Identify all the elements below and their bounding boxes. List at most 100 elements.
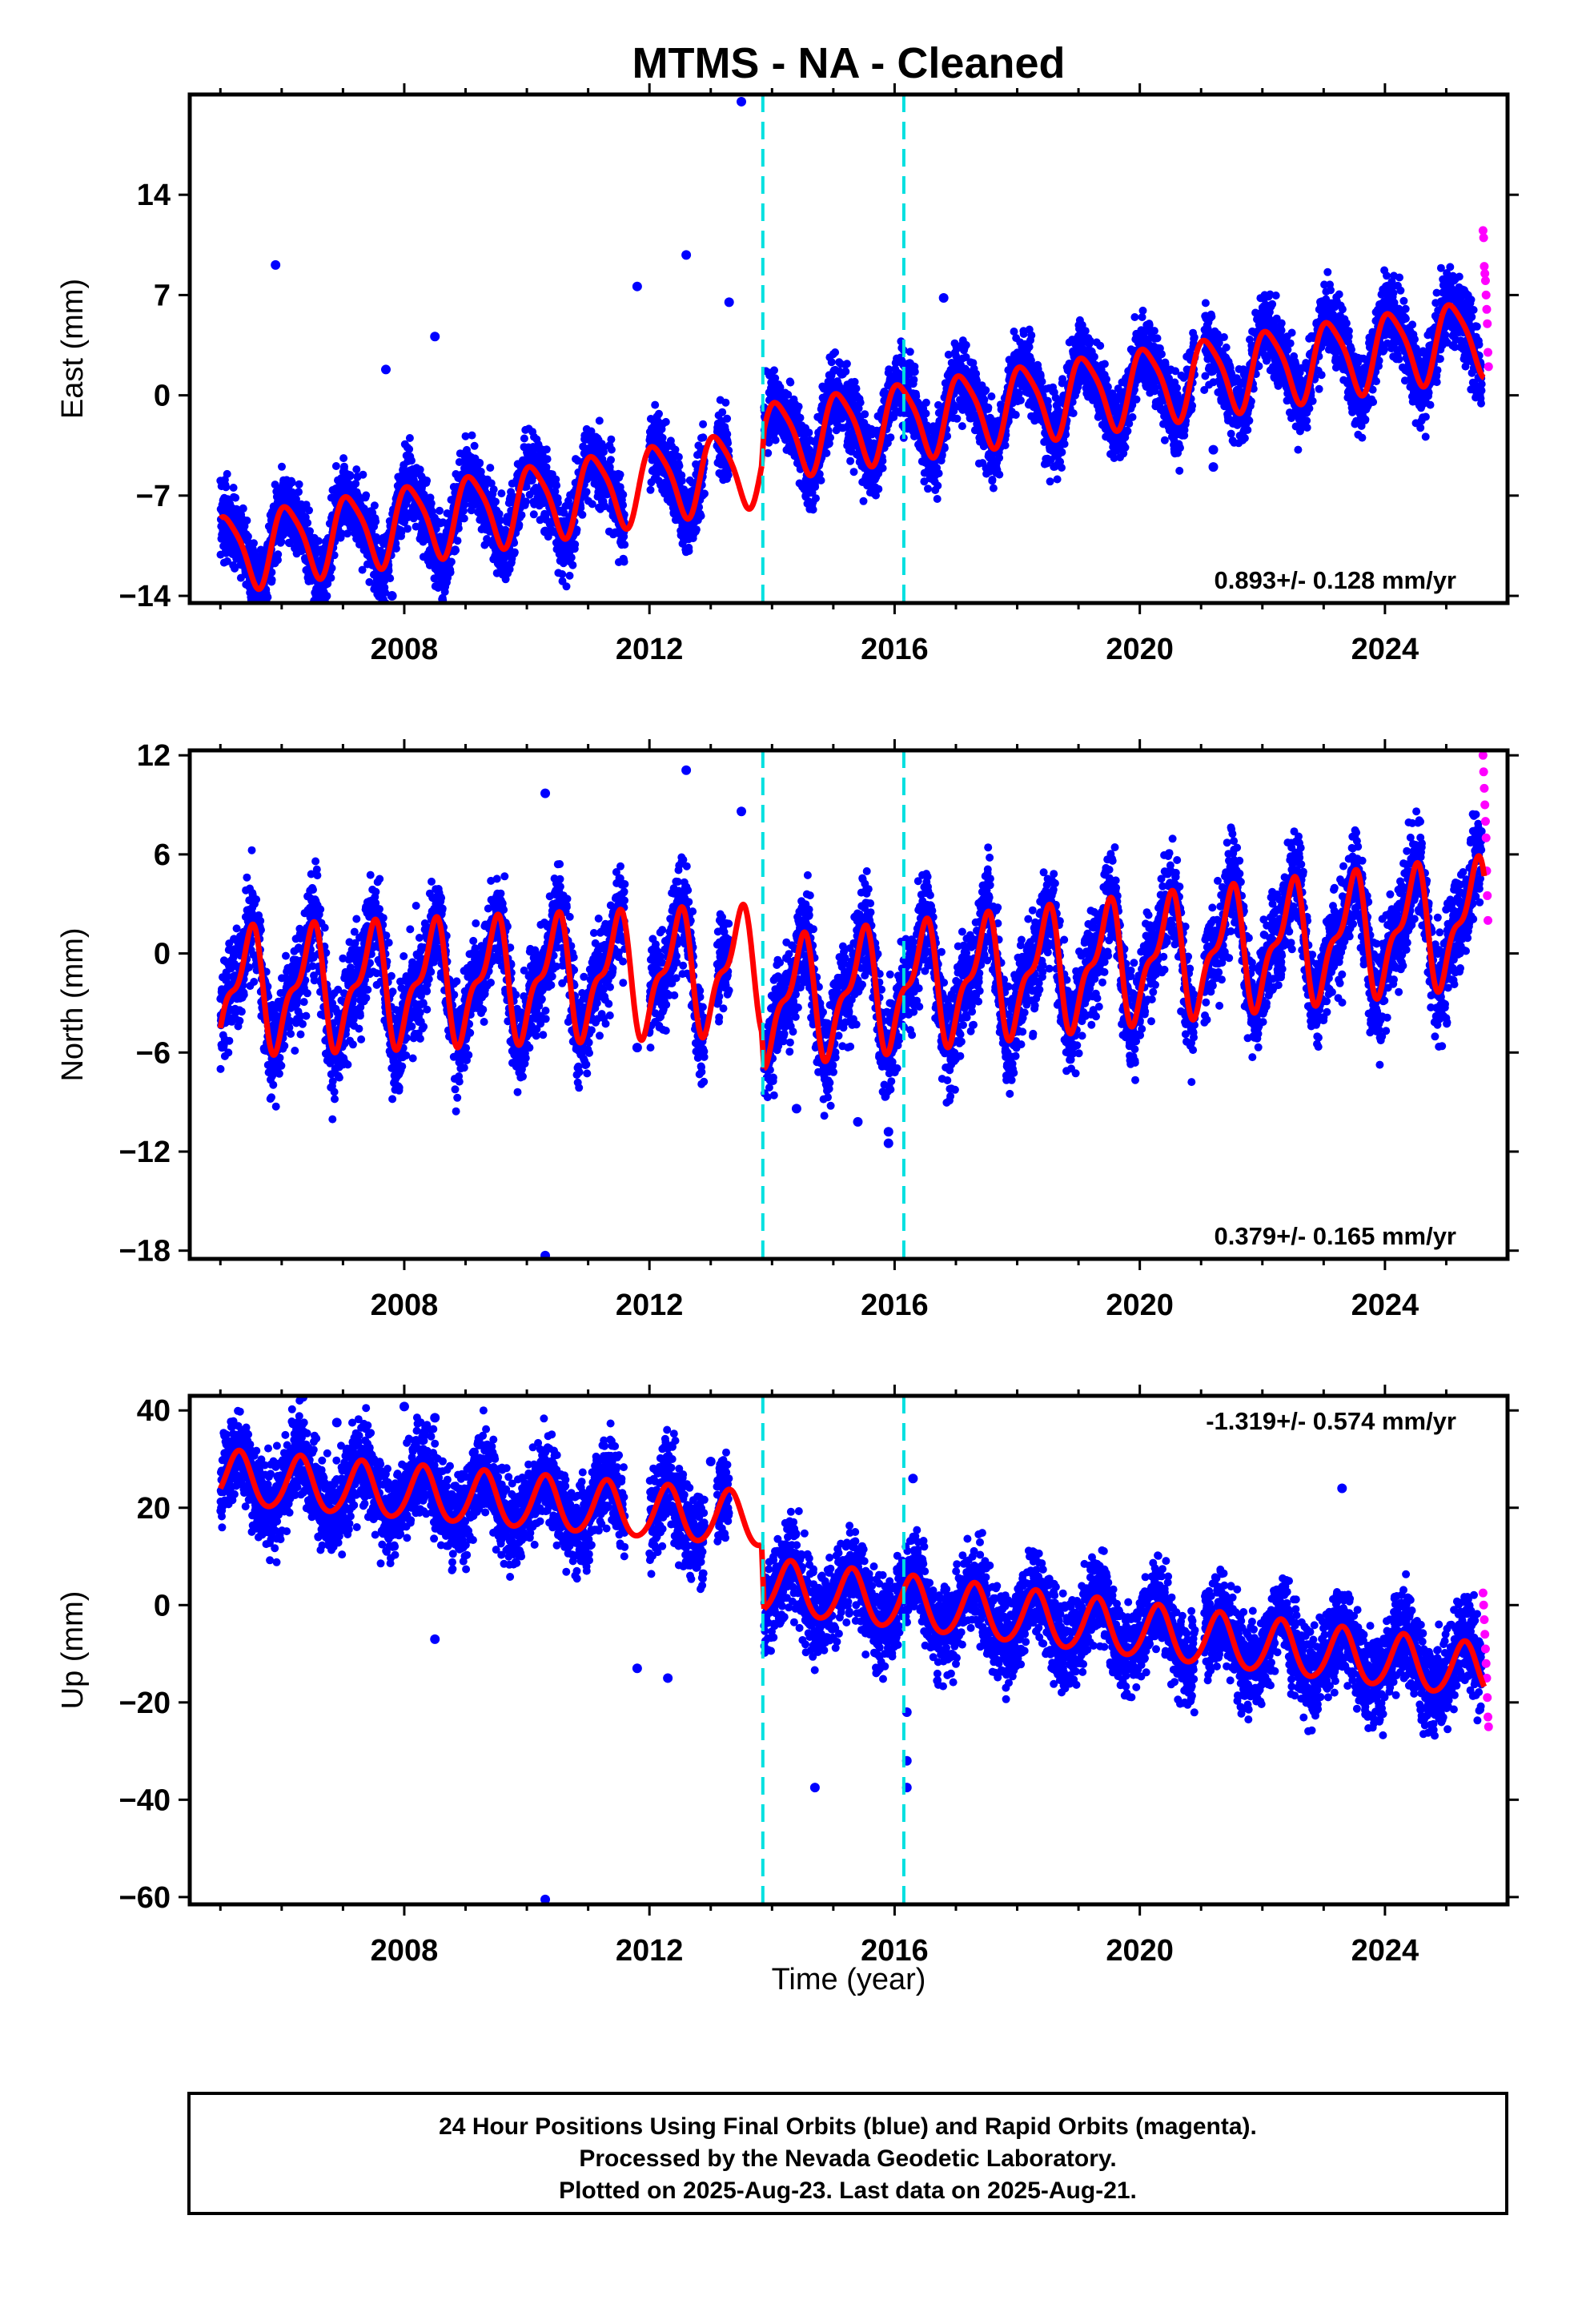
east-position-point [771,374,780,383]
east-position-point [784,390,793,399]
east-position-point [323,592,331,601]
east-position-point [619,490,628,499]
east-position-point [497,489,506,498]
east-position-point [231,493,240,502]
east-position-point [723,414,732,423]
east-position-point [701,489,709,498]
east-position-point [815,470,824,478]
east-position-point [352,465,361,474]
east-position-point [295,480,303,489]
east-position-point [1102,375,1110,384]
east-position-point [454,524,463,533]
east-position-point [452,546,460,555]
east-position-point [323,579,332,588]
east-position-point [359,470,367,479]
east-position-point [1046,477,1054,486]
east-position-point [287,478,296,487]
east-position-point [251,604,259,612]
east-position-point [921,398,930,407]
east-position-point [607,435,616,444]
east-position-point [872,491,880,500]
east-position-point [958,422,966,431]
east-position-point [243,517,251,525]
east-position-point [671,445,680,454]
east-position-point [812,494,820,503]
east-position-point [573,456,582,465]
east-position-point [520,434,528,443]
east-position-point [988,476,997,484]
east-position-point [510,548,519,557]
east-position-point [607,456,615,464]
east-position-point [460,506,468,515]
east-position-point [505,565,514,573]
east-position-point [924,485,932,493]
east-position-point [1038,377,1046,386]
east-position-point [487,479,496,488]
east-position-point [809,505,817,514]
east-position-point [721,398,730,407]
east-position-point [436,506,444,515]
east-position-point [1001,441,1010,450]
east-position-point [989,484,998,493]
east-position-point [886,433,895,442]
east-position-point [822,448,831,457]
east-position-point [432,525,440,533]
east-position-point [852,384,861,393]
east-position-point [1060,440,1069,448]
east-position-point [982,386,990,395]
east-position-point [259,613,267,621]
east-position-point [842,360,851,368]
east-position-point [381,588,390,597]
east-position-point [386,574,395,583]
east-position-point [522,497,530,506]
east-position-point [274,550,283,559]
east-position-point [796,413,805,422]
east-position-point [543,455,552,464]
east-position-point [616,470,624,479]
east-position-point [1058,464,1066,472]
east-position-point [249,613,257,621]
east-position-point [850,377,859,386]
east-position-point [277,537,286,546]
east-position-point [619,501,628,509]
east-position-point [1058,375,1067,384]
east-position-point [1123,427,1132,436]
east-position-point [267,568,276,577]
east-position-point [446,568,455,577]
east-position-point [677,476,686,485]
east-position-point [578,510,587,519]
east-position-point [620,557,628,566]
east-position-point [412,522,420,531]
east-position-point [827,358,836,367]
east-position-point [370,501,379,510]
east-position-point [826,433,834,442]
east-position-point [905,348,914,356]
east-position-point [239,505,247,513]
east-position-point [1121,443,1130,452]
east-position-point [339,454,348,463]
east-position-point [934,469,943,478]
east-position-point [517,511,526,520]
east-position-point [453,537,462,545]
east-position-point [572,525,581,534]
east-position-point [495,509,504,518]
east-position-point [552,481,561,490]
east-position-point [365,577,374,586]
east-position-point [856,398,865,407]
east-position-point [258,605,266,613]
east-position-point [496,516,504,525]
east-position-point [878,456,887,465]
east-position-point [794,402,803,411]
east-position-point [1016,396,1025,404]
east-position-point [685,547,693,555]
east-position-point [405,444,414,453]
east-position-point [510,538,519,547]
east-position-point [460,514,468,523]
east-position-point [529,510,538,519]
east-position-point [542,445,551,454]
east-position-point [910,368,919,376]
east-position-point [588,500,596,509]
east-position-point [295,488,303,497]
east-position-point [404,525,412,533]
